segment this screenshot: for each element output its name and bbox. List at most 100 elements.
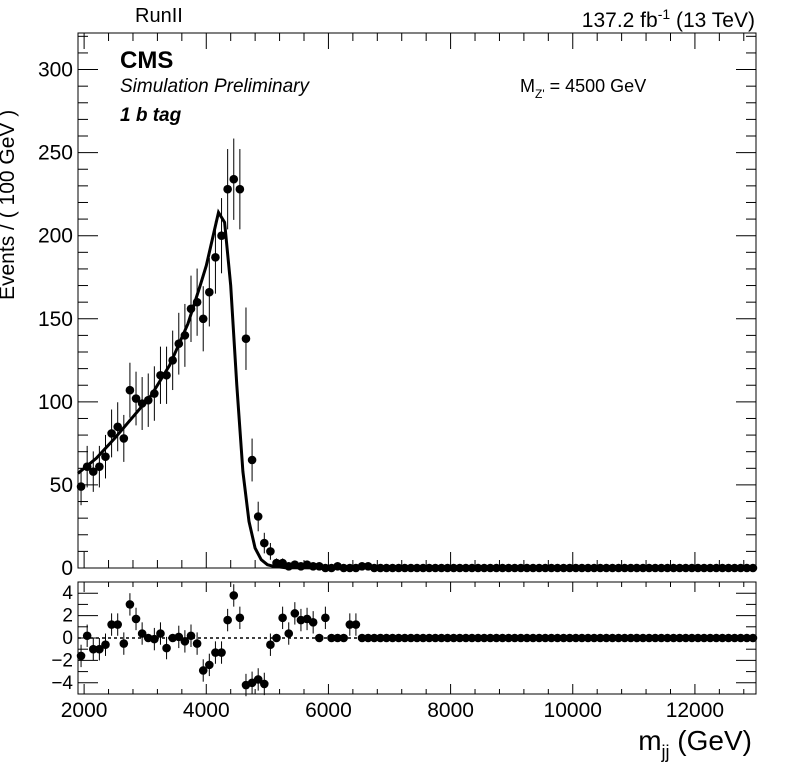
- pull-data-point: [125, 600, 135, 609]
- pull-data-point: [559, 633, 568, 643]
- category-label: 1 b tag: [120, 105, 182, 126]
- pull-data-point: [455, 633, 465, 643]
- pull-data-point: [431, 633, 440, 643]
- pull-data-point: [504, 633, 513, 643]
- pull-data-point: [400, 633, 410, 643]
- pull-data-point: [522, 633, 532, 643]
- main-data-point: [247, 455, 257, 465]
- pull-data-point: [345, 620, 355, 629]
- pull-y-tick-label: 0: [62, 628, 73, 649]
- pull-y-tick-label: −2: [51, 650, 73, 671]
- pull-data-point: [724, 633, 733, 643]
- x-tick-label: 2000: [61, 699, 108, 722]
- pull-data-point: [742, 633, 752, 643]
- x-axis-title: mjj (GeV): [638, 725, 752, 762]
- y-tick-label: 250: [38, 142, 73, 165]
- pull-data-point: [333, 633, 342, 643]
- pull-data-point: [657, 633, 666, 643]
- pull-data-point: [131, 614, 141, 624]
- y-tick-label: 150: [38, 308, 73, 331]
- pull-data-point: [669, 633, 678, 643]
- pull-data-point: [443, 633, 452, 643]
- pull-data-point: [602, 633, 611, 643]
- x-tick-label: 10000: [544, 699, 602, 722]
- pull-data-point: [198, 666, 208, 675]
- pull-data-point: [412, 633, 422, 643]
- pull-data-point: [473, 633, 483, 643]
- pull-data-point: [88, 644, 98, 654]
- pull-data-point: [461, 633, 471, 643]
- pull-data-point: [693, 633, 703, 643]
- pull-data-point: [156, 629, 165, 638]
- main-data-point: [223, 184, 232, 194]
- y-tick-label: 200: [38, 225, 73, 248]
- pull-data-point: [394, 633, 403, 643]
- pull-data-point: [211, 648, 220, 657]
- pull-data-point: [321, 613, 330, 623]
- main-data-point: [205, 287, 214, 297]
- main-data-point: [198, 314, 208, 324]
- pull-data-point: [223, 615, 232, 625]
- pull-data-point: [705, 633, 715, 643]
- main-data-point: [119, 434, 129, 443]
- main-data-point: [131, 394, 141, 403]
- pull-data-point: [266, 640, 275, 650]
- fit-curve: [77, 208, 757, 570]
- main-data-point: [235, 184, 245, 194]
- pull-data-point: [217, 648, 226, 657]
- pull-data-point: [406, 633, 416, 643]
- main-data-point: [241, 334, 251, 344]
- pull-data-point: [278, 613, 287, 623]
- pull-data-point: [363, 633, 373, 643]
- experiment-label: CMS: [120, 47, 173, 74]
- pull-data-point: [449, 633, 458, 643]
- main-data-point: [217, 231, 226, 241]
- pull-data-point: [150, 634, 159, 644]
- pull-data-point: [308, 618, 318, 627]
- x-tick-label: 12000: [666, 699, 724, 722]
- pull-data-point: [119, 639, 129, 648]
- main-data-point: [229, 174, 239, 184]
- pull-data-point: [492, 633, 501, 643]
- lumi-label: 137.2 fb-1 (13 TeV): [582, 6, 755, 32]
- pull-data-point: [351, 620, 361, 629]
- main-data-point: [107, 429, 116, 438]
- main-data-points: [76, 138, 758, 573]
- run-label: RunII: [135, 5, 183, 27]
- pull-data-point: [339, 633, 349, 643]
- pull-data-point: [730, 633, 739, 643]
- pull-data-point: [180, 637, 190, 646]
- y-tick-label: 0: [61, 557, 73, 580]
- pull-data-point: [107, 620, 116, 629]
- pull-data-point: [553, 633, 562, 643]
- pull-data-point: [711, 633, 721, 643]
- pull-data-point: [736, 633, 746, 643]
- pull-data-point: [437, 633, 446, 643]
- pull-data-point: [547, 633, 556, 643]
- pull-data-point: [113, 620, 123, 629]
- pull-data-point: [229, 591, 239, 600]
- x-tick-label: 4000: [183, 699, 230, 722]
- pull-y-tick-label: 4: [62, 583, 73, 604]
- pull-data-point: [699, 633, 709, 643]
- pull-data-point: [272, 633, 281, 643]
- pull-data-point: [235, 613, 245, 623]
- pull-data-point: [748, 633, 758, 643]
- pull-data-point: [571, 633, 581, 643]
- y-axis-title: Events / ( 100 GeV ): [0, 110, 19, 300]
- pull-data-point: [565, 633, 575, 643]
- pull-data-point: [253, 675, 263, 684]
- pull-data-point: [638, 633, 648, 643]
- pull-data-point: [650, 633, 660, 643]
- pull-data-point: [534, 633, 544, 643]
- pull-data-point: [162, 643, 171, 653]
- y-tick-label: 100: [38, 391, 73, 414]
- main-data-point: [113, 422, 123, 432]
- pull-data-point: [516, 633, 526, 643]
- main-data-point: [95, 462, 104, 471]
- pull-data-point: [314, 633, 324, 643]
- pull-data-point: [718, 633, 727, 643]
- pull-axis-ticks: [78, 581, 756, 695]
